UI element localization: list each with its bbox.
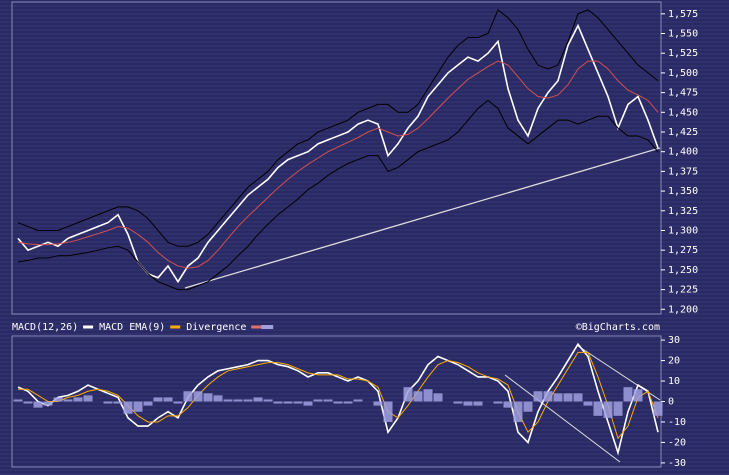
- y-tick-label: 1,400: [668, 147, 698, 158]
- y-tick-label: 30: [668, 335, 680, 346]
- divergence-bar: [573, 393, 583, 402]
- divergence-bar: [13, 399, 23, 402]
- y-tick-label: 1,475: [668, 88, 698, 99]
- divergence-bar: [223, 399, 233, 402]
- y-tick-label: 1,425: [668, 127, 698, 138]
- divergence-bar: [633, 389, 643, 402]
- y-tick-label: 1,450: [668, 107, 698, 118]
- divergence-bar: [323, 399, 333, 402]
- divergence-bar: [343, 401, 353, 404]
- divergence-bar: [203, 393, 213, 402]
- divergence-bar: [303, 401, 313, 406]
- legend-label: MACD(12,26): [12, 322, 78, 333]
- y-tick-label: 20: [668, 356, 680, 367]
- divergence-bar: [503, 401, 513, 408]
- divergence-bar: [113, 401, 123, 404]
- y-tick-label: 0: [668, 397, 674, 408]
- divergence-bar: [33, 401, 43, 408]
- trend-line: [184, 147, 661, 289]
- trend-line: [504, 374, 621, 463]
- divergence-bar: [283, 401, 293, 404]
- divergence-bar: [463, 401, 473, 406]
- divergence-bar: [533, 391, 543, 402]
- y-tick-label: 1,250: [668, 265, 698, 276]
- divergence-bar: [83, 395, 93, 402]
- legend-swatch: [261, 325, 274, 329]
- divergence-bar: [433, 393, 443, 402]
- y-tick-label: 10: [668, 376, 680, 387]
- divergence-bar: [263, 399, 273, 402]
- y-tick-label: 1,200: [668, 304, 698, 315]
- price-panel: [11, 1, 662, 315]
- divergence-bar: [583, 401, 593, 406]
- y-tick-label: 1,275: [668, 245, 698, 256]
- divergence-bar: [243, 399, 253, 402]
- divergence-bar: [43, 401, 53, 406]
- series-line: [17, 99, 659, 291]
- series-line: [17, 9, 659, 247]
- legend-label: Divergence: [186, 322, 246, 333]
- divergence-bar: [593, 401, 603, 416]
- divergence-bar: [513, 401, 523, 422]
- y-tick-label: 1,525: [668, 48, 698, 59]
- divergence-bar: [553, 393, 563, 402]
- y-tick-label: 1,575: [668, 9, 698, 20]
- divergence-bar: [163, 397, 173, 402]
- credit: ©BigCharts.com: [576, 322, 660, 333]
- divergence-bar: [473, 401, 483, 406]
- divergence-bar: [563, 393, 573, 402]
- series-line: [17, 60, 659, 269]
- divergence-bar: [143, 401, 153, 406]
- y-tick-label: 1,550: [668, 29, 698, 40]
- divergence-bar: [253, 397, 263, 402]
- divergence-bar: [173, 401, 183, 404]
- divergence-bar: [453, 401, 463, 404]
- divergence-bar: [353, 399, 363, 402]
- y-tick-label: 1,225: [668, 285, 698, 296]
- y-tick-label: -20: [668, 437, 686, 448]
- divergence-bar: [123, 401, 133, 414]
- divergence-bar: [293, 401, 303, 404]
- legend-label: MACD EMA(9): [99, 322, 165, 333]
- divergence-bar: [383, 401, 393, 422]
- divergence-bar: [103, 401, 113, 404]
- divergence-bar: [73, 397, 83, 402]
- y-tick-label: 1,325: [668, 206, 698, 217]
- divergence-bar: [653, 401, 663, 416]
- divergence-bar: [403, 387, 413, 402]
- divergence-bar: [23, 401, 33, 404]
- divergence-bar: [543, 391, 553, 402]
- divergence-bar: [193, 391, 203, 402]
- y-tick-label: -10: [668, 417, 686, 428]
- divergence-bar: [623, 387, 633, 402]
- divergence-bar: [63, 399, 73, 402]
- divergence-bar: [493, 401, 503, 404]
- divergence-bar: [613, 401, 623, 416]
- divergence-bar: [423, 389, 433, 402]
- divergence-bar: [333, 401, 343, 404]
- divergence-bar: [133, 401, 143, 412]
- divergence-bar: [153, 397, 163, 402]
- y-tick-label: -30: [668, 458, 686, 469]
- divergence-bar: [373, 401, 383, 406]
- y-tick-label: 1,500: [668, 68, 698, 79]
- y-tick-label: 1,300: [668, 225, 698, 236]
- y-tick-label: 1,375: [668, 166, 698, 177]
- divergence-bar: [213, 395, 223, 402]
- divergence-bar: [313, 399, 323, 402]
- divergence-bar: [413, 391, 423, 402]
- divergence-bar: [233, 399, 243, 402]
- divergence-bar: [523, 401, 533, 412]
- divergence-bar: [53, 397, 63, 402]
- divergence-bar: [273, 401, 283, 404]
- divergence-bar: [603, 401, 613, 418]
- divergence-bar: [183, 391, 193, 402]
- y-tick-label: 1,350: [668, 186, 698, 197]
